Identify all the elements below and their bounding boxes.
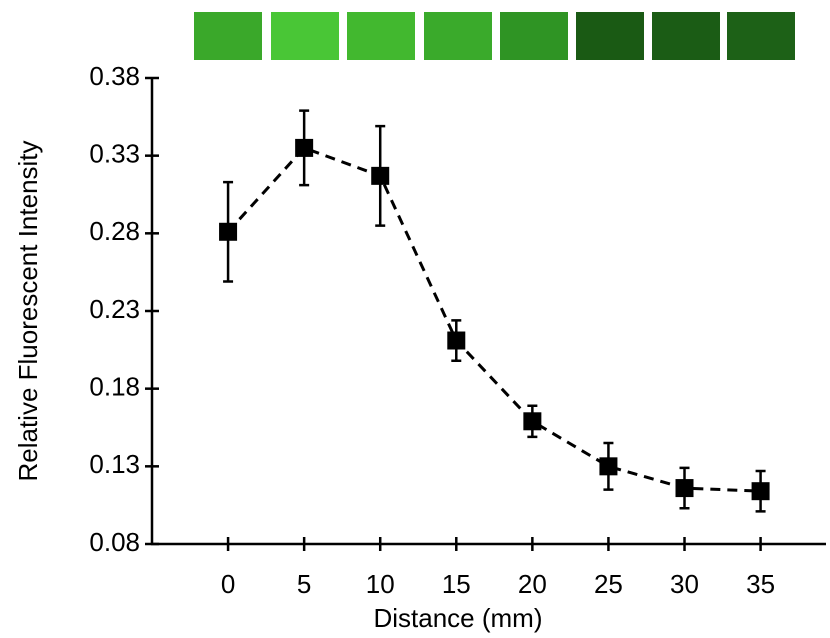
marker [295, 138, 314, 157]
x-tick-label: 0 [221, 569, 235, 599]
y-tick-label: 0.13 [89, 449, 140, 479]
marker [219, 222, 238, 241]
x-tick-label: 10 [366, 569, 395, 599]
x-tick-label: 30 [670, 569, 699, 599]
x-axis-label: Distance (mm) [373, 603, 542, 633]
data-line [226, 146, 761, 493]
marker [751, 482, 770, 501]
image-tile [424, 12, 492, 60]
y-axis-label: Relative Fluorescent Intensity [13, 140, 43, 481]
y-tick-label: 0.33 [89, 139, 140, 169]
image-tile [271, 12, 339, 60]
x-tick-label: 5 [297, 569, 311, 599]
marker [371, 166, 390, 185]
x-tick-label: 25 [594, 569, 623, 599]
image-tile [347, 12, 415, 60]
image-tile [500, 12, 568, 60]
x-tick-label: 15 [442, 569, 471, 599]
image-tile [194, 12, 262, 60]
y-tick-label: 0.18 [89, 372, 140, 402]
fluorescence-images [194, 12, 795, 60]
y-tick-label: 0.28 [89, 216, 140, 246]
marker [523, 412, 542, 431]
x-tick-label: 35 [746, 569, 775, 599]
image-tile [652, 12, 720, 60]
y-tick-label: 0.38 [89, 61, 140, 91]
y-tick-label: 0.23 [89, 294, 140, 324]
y-tick-label: 0.08 [89, 527, 140, 557]
marker [447, 331, 466, 350]
x-tick-label: 20 [518, 569, 547, 599]
image-tile [576, 12, 644, 60]
image-tile [727, 12, 795, 60]
marker [675, 479, 694, 498]
marker [599, 457, 618, 476]
